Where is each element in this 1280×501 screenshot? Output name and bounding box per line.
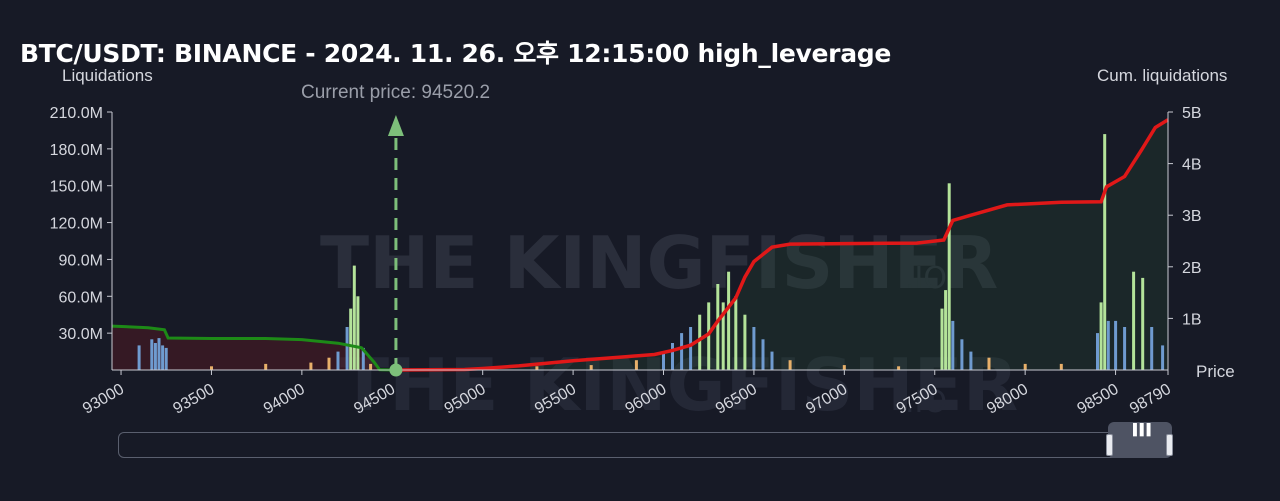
range-end-handle[interactable] [1166, 434, 1173, 456]
liquidation-bar-long [153, 343, 157, 370]
liquidation-bar-short [1132, 271, 1136, 370]
current-price-arrow [387, 115, 404, 136]
right-axis-title: Cum. liquidations [1097, 66, 1228, 85]
liquidation-bar-long [327, 357, 331, 370]
liquidation-bar-short [1161, 345, 1165, 370]
liquidation-bar-short [727, 271, 731, 370]
liquidation-bar-short [788, 360, 792, 370]
liquidation-bar-short [689, 327, 693, 370]
liquidation-bar-short [947, 183, 951, 370]
y2-tick-label: 4B [1182, 157, 1202, 174]
liquidation-bar-short [1106, 320, 1110, 370]
liquidation-bar-short [951, 320, 955, 370]
liquidation-bar-short [1099, 302, 1103, 370]
liquidation-bar-short [662, 351, 665, 370]
current-price-dot [389, 363, 403, 377]
liquidation-bar-short [969, 351, 973, 370]
liquidation-bar-long [309, 362, 313, 370]
watermark-text-2: THE KINGFISHER [340, 343, 1018, 427]
chart-title: BTC/USDT: BINANCE - 2024. 11. 26. 오후 12:… [20, 39, 892, 68]
x-tick-label: 94000 [261, 381, 308, 418]
liquidation-bar-short [761, 339, 765, 370]
liquidation-bar-short [1114, 320, 1118, 370]
y-tick-label: 120.0M [50, 216, 103, 233]
y2-tick-label: 2B [1182, 260, 1202, 277]
current-price-label: Current price: 94520.2 [301, 82, 490, 103]
liquidation-bar-short [944, 290, 948, 370]
y-tick-label: 150.0M [50, 179, 103, 196]
liquidation-bar-long [161, 345, 165, 370]
liquidation-bar-short [897, 366, 901, 370]
y2-tick-label: 1B [1182, 311, 1202, 328]
cum-short-line [395, 118, 1169, 372]
liquidation-bar-short [940, 308, 944, 370]
liquidation-bar-long [336, 351, 340, 370]
y2-tick-label: 5B [1182, 105, 1202, 122]
range-scrollbar-thumb[interactable] [1108, 422, 1172, 458]
liquidation-bar-short [987, 357, 991, 370]
liquidation-bar-short [707, 302, 711, 370]
liquidation-bar-short [1096, 333, 1099, 370]
liquidation-bar-long [369, 363, 373, 370]
x-tick-label: 98790 [1127, 381, 1174, 418]
liquidation-bar-short [671, 343, 674, 370]
liquidation-bar-short [721, 302, 725, 370]
liquidation-bar-long [150, 339, 154, 370]
liquidation-bar-long [356, 296, 360, 370]
liquidation-bar-long [345, 327, 349, 370]
y-tick-label: 210.0M [50, 105, 103, 122]
y-tick-label: 180.0M [50, 142, 103, 159]
x-tick-label: 93500 [170, 381, 217, 418]
liquidation-bar-short [1123, 327, 1127, 370]
grip-icon: ▌▌▌ [1133, 424, 1154, 436]
x-axis-title: Price [1196, 362, 1235, 381]
left-axis-title: Liquidations [62, 66, 153, 85]
x-tick-label: 98500 [1075, 381, 1122, 418]
liquidation-bar-short [1141, 277, 1145, 370]
liquidation-bar-short [1059, 363, 1063, 370]
liquidation-bar-short [770, 351, 774, 370]
range-scrollbar[interactable] [118, 432, 1170, 458]
cum-long-line [111, 324, 396, 372]
liquidation-bar-long [164, 347, 168, 370]
liquidation-bar-long [349, 308, 353, 370]
liquidation-bar-short [698, 314, 702, 370]
liquidation-bar-short [752, 327, 756, 370]
liquidation-bar-short [716, 284, 720, 370]
liquidation-bar-short [734, 296, 738, 370]
liquidation-bar-short [960, 339, 964, 370]
liquidation-bar-long [137, 345, 141, 370]
y2-tick-label: 3B [1182, 208, 1202, 225]
liquidation-bar-long [352, 265, 356, 370]
y-tick-label: 60.0M [59, 289, 103, 306]
watermark-suffix-2: .IO [905, 385, 947, 420]
liquidation-bar-short [743, 314, 747, 370]
liquidation-bar-short [634, 360, 638, 370]
watermark-text: THE KINGFISHER [320, 221, 998, 305]
liquidation-bar-long [264, 363, 268, 370]
liquidation-bar-short [1103, 134, 1107, 370]
watermark-suffix: .IO [905, 261, 947, 296]
liquidation-bar-short [535, 366, 539, 370]
cum-long-area [112, 326, 396, 370]
range-start-handle[interactable] [1106, 434, 1113, 456]
liquidation-bar-short [842, 365, 846, 370]
cum-short-area [395, 119, 1168, 370]
x-tick-label: 93000 [80, 381, 127, 418]
liquidation-bar-long [361, 347, 365, 370]
liquidation-bar-short [680, 333, 684, 370]
liquidation-bar-short [589, 365, 593, 370]
y-tick-label: 90.0M [59, 252, 103, 269]
liquidation-bar-long [157, 338, 161, 370]
liquidation-bar-short [1150, 327, 1154, 370]
liquidation-bar-long [210, 366, 213, 370]
liquidation-bar-short [1023, 363, 1027, 370]
y-tick-label: 30.0M [59, 326, 103, 343]
